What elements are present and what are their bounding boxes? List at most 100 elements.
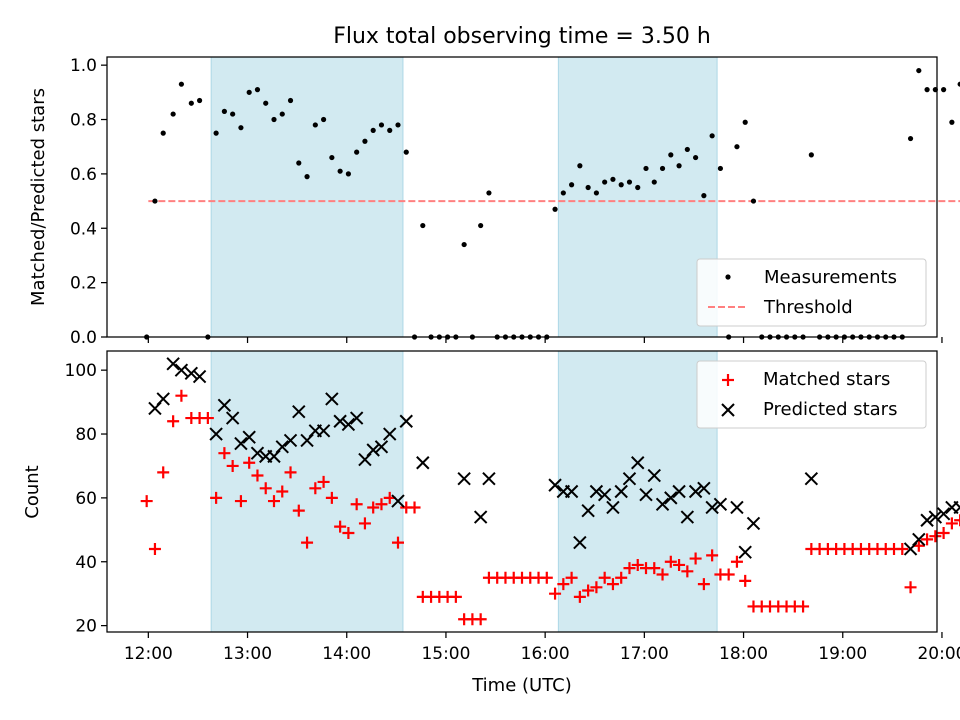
measurement-point [387, 127, 393, 133]
predicted-star-point [680, 510, 695, 524]
predicted-star-point [374, 440, 389, 454]
predicted-star-point [184, 366, 199, 381]
measurement-point [238, 125, 244, 131]
matched-star-point [954, 514, 960, 527]
predicted-star-point [316, 424, 331, 438]
count-points [140, 357, 960, 626]
predicted-star-point [473, 510, 488, 524]
y-tick-label: 0.6 [70, 165, 97, 185]
top-panel: 0.0 0.2 0.4 0.6 0.8 1.0 Matched/Predicted sta… [28, 56, 960, 348]
measurement-point [461, 241, 467, 248]
measurement-point [734, 144, 740, 150]
x-tick-label: 17:00 [620, 644, 669, 664]
matched-star-point [325, 491, 338, 504]
measurement-point [924, 87, 930, 93]
predicted-star-point [548, 478, 562, 492]
x-tick-label: 12:00 [124, 644, 173, 664]
predicted-star-point [482, 472, 496, 486]
matched-star-point [259, 482, 272, 495]
predicted-star-point [457, 472, 471, 486]
matched-star-point [945, 517, 958, 530]
predicted-star-point [349, 411, 364, 425]
x-tick-label: 19:00 [818, 644, 867, 664]
measurement-point [610, 176, 616, 182]
predicted-star-point [705, 500, 719, 515]
series-matched-stars [140, 389, 960, 626]
matched-star-point [615, 571, 628, 584]
matched-star-point [309, 482, 322, 495]
y-tick-label: 0.0 [70, 328, 97, 348]
shaded-interval-1 [210, 350, 404, 633]
matched-star-point [689, 552, 702, 565]
legend-matched-label: Matched stars [763, 369, 890, 390]
measurement-point [626, 179, 633, 185]
matched-star-point [301, 536, 314, 549]
matched-star-point [317, 475, 330, 488]
measurement-point [354, 149, 360, 155]
legend-predicted-label: Predicted stars [763, 399, 897, 420]
matched-star-point [606, 578, 619, 591]
predicted-star-point [192, 369, 207, 384]
measurement-point [750, 198, 757, 204]
measurement-point [271, 116, 277, 123]
measurement-point [213, 130, 219, 136]
matched-star-point [929, 530, 942, 543]
matched-star-point [631, 558, 644, 571]
predicted-star-point [573, 535, 587, 550]
matched-star-point [681, 565, 694, 578]
predicted-star-point [928, 510, 943, 524]
y-tick-label: 80 [75, 425, 97, 445]
measurement-point [337, 168, 343, 174]
measurement-point [160, 130, 166, 136]
measurement-point [602, 179, 608, 185]
matched-star-point [623, 562, 636, 575]
matched-star-point [375, 498, 388, 511]
predicted-star-point [746, 516, 761, 531]
y-tick-label: 1.0 [70, 56, 97, 76]
matched-star-point [334, 520, 347, 533]
measurement-point [907, 135, 914, 142]
matched-star-point [391, 536, 404, 549]
matched-star-point [148, 542, 161, 555]
matched-star-point [284, 466, 297, 479]
matched-star-point [276, 485, 289, 498]
matched-star-point [730, 555, 743, 568]
x-tick-label: 20:00 [917, 644, 960, 664]
predicted-star-point [333, 414, 347, 428]
predicted-star-point [292, 404, 306, 419]
measurement-point [152, 198, 158, 204]
matched-star-point [565, 571, 578, 584]
matched-star-point [342, 527, 355, 540]
matched-star-point [921, 533, 934, 546]
legend-measurements-marker [725, 274, 731, 280]
y-tick-label: 20 [75, 617, 97, 637]
predicted-star-point [209, 427, 223, 441]
measurement-point [643, 165, 649, 172]
x-tick-label: 16:00 [521, 644, 570, 664]
matched-star-point [226, 459, 239, 472]
measurement-point [560, 190, 566, 196]
matched-star-point [557, 578, 570, 591]
measurement-point [949, 119, 955, 125]
predicted-star-point [655, 497, 670, 511]
bottom-x-ticks: 12:00 13:00 14:00 15:00 16:00 17:00 18:00 19:00… [124, 632, 960, 664]
shaded-interval-2 [557, 56, 718, 338]
y-tick-label: 0.2 [70, 274, 97, 294]
measurement-point [170, 111, 176, 117]
matched-star-point [367, 501, 380, 514]
matched-star-point [474, 613, 487, 626]
predicted-star-point [936, 507, 951, 521]
x-tick-label: 18:00 [719, 644, 768, 664]
measurement-point [403, 149, 409, 155]
predicted-star-point [920, 513, 934, 527]
matched-star-point [598, 571, 611, 584]
measurement-point [486, 190, 492, 196]
matched-star-point [218, 447, 231, 460]
measurement-point [296, 160, 302, 166]
predicted-star-point [647, 468, 661, 483]
measurement-point [320, 116, 327, 123]
measurement-point [395, 122, 401, 128]
legend-matched-marker [722, 374, 734, 386]
matched-star-point [267, 495, 280, 508]
